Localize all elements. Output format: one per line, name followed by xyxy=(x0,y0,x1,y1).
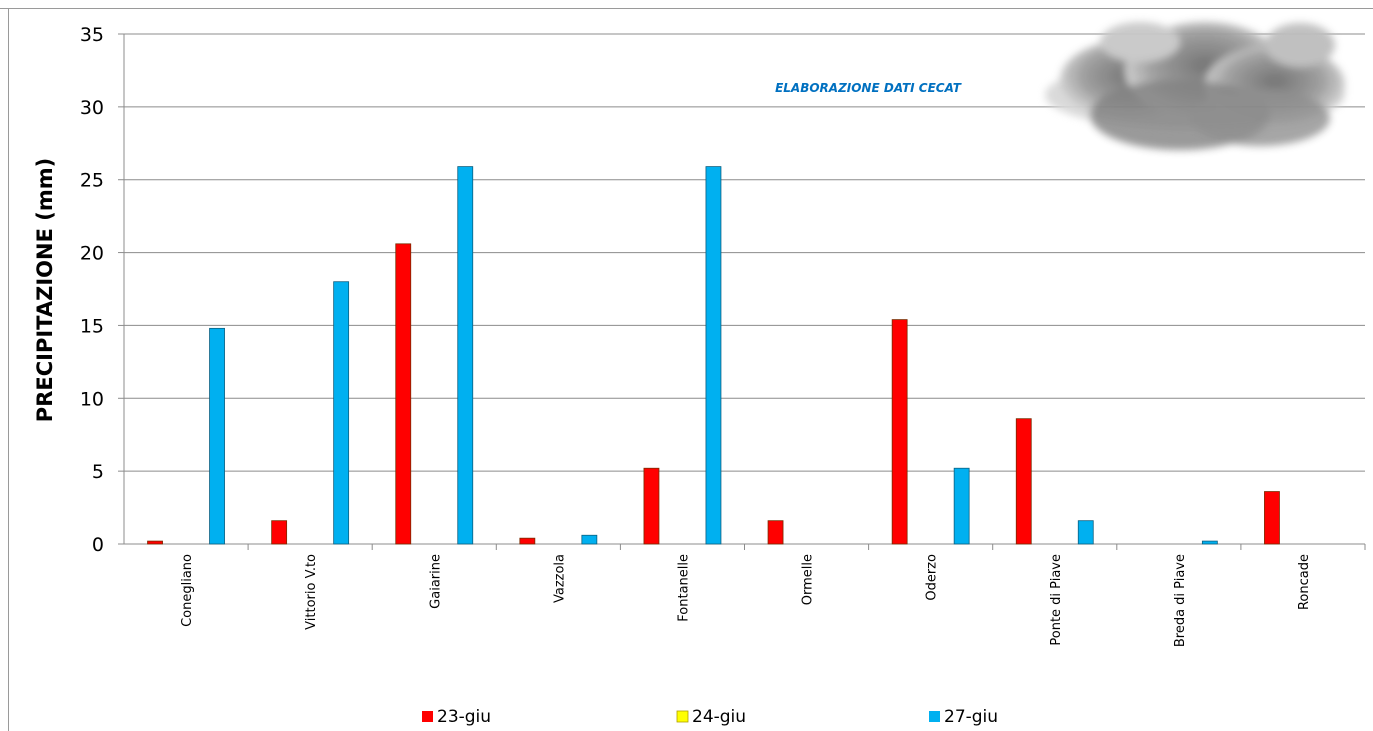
category-label: Breda di Piave xyxy=(1173,554,1188,647)
y-tick-labels: 0 5 10 15 20 25 30 35 xyxy=(80,24,104,556)
category-label: Vittorio V.to xyxy=(304,554,319,630)
bars xyxy=(147,166,1280,545)
legend-label: 27-giu xyxy=(944,707,998,727)
legend-swatch xyxy=(676,710,689,723)
legend-label: 24-giu xyxy=(692,707,746,727)
frame-border-left xyxy=(8,8,9,731)
bar xyxy=(457,166,474,545)
bar xyxy=(209,327,225,545)
category-label: Oderzo xyxy=(925,554,940,601)
legend-swatch xyxy=(422,711,433,722)
frame-border-top xyxy=(0,8,1373,9)
y-tick-label: 25 xyxy=(80,170,104,192)
gridlines xyxy=(124,33,1365,472)
annotation-text: ELABORAZIONE DATI CECAT xyxy=(775,81,962,95)
y-tick-label: 30 xyxy=(80,97,104,119)
bar xyxy=(953,467,970,545)
category-label: Roncade xyxy=(1297,554,1312,610)
bar xyxy=(1264,491,1280,545)
legend-swatch xyxy=(929,711,940,722)
bar xyxy=(147,540,163,545)
bar xyxy=(643,467,660,545)
category-label: Ormelle xyxy=(801,554,816,605)
y-tick-label: 15 xyxy=(80,315,104,337)
y-tick-label: 0 xyxy=(92,534,104,556)
bar xyxy=(519,537,536,545)
category-label: Vazzola xyxy=(552,554,567,603)
bar xyxy=(1015,418,1032,545)
bar xyxy=(705,166,722,545)
bar xyxy=(891,319,908,545)
y-tick-label: 5 xyxy=(92,461,104,483)
bar xyxy=(395,243,412,545)
axes xyxy=(118,33,1366,550)
y-axis-label: PRECIPITAZIONE (mm) xyxy=(33,158,57,422)
category-label: Ponte di Piave xyxy=(1049,554,1064,646)
category-label: Fontanelle xyxy=(676,554,691,622)
y-tick-label: 20 xyxy=(80,243,104,265)
legend-label: 23-giu xyxy=(437,707,491,727)
bar xyxy=(767,520,784,545)
bar xyxy=(581,534,598,545)
category-label: Gaiarine xyxy=(428,554,443,609)
bar xyxy=(1201,540,1218,545)
category-labels: Conegliano Vittorio V.to Gaiarine Vazzola Fo… xyxy=(180,554,1312,647)
legend: 23-giu 24-giu 27-giu xyxy=(422,707,998,727)
y-tick-label: 35 xyxy=(80,24,104,46)
bar xyxy=(1077,520,1094,545)
bar xyxy=(333,281,350,545)
category-label: Conegliano xyxy=(180,554,195,627)
cloud-image xyxy=(1045,22,1345,150)
bar xyxy=(271,520,288,545)
y-tick-label: 10 xyxy=(80,388,104,410)
